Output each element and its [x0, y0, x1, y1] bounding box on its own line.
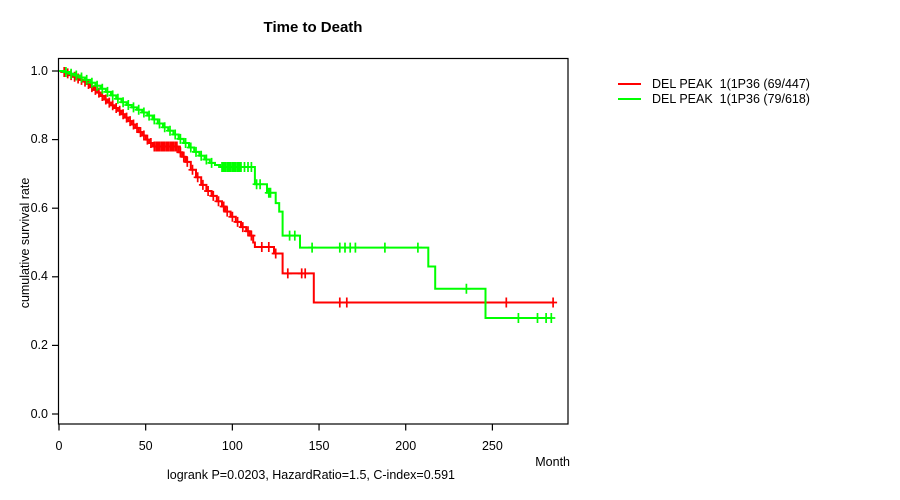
y-tick-label-4: 0.8	[30, 132, 48, 147]
y-axis-title: cumulative survival rate	[18, 177, 32, 309]
censor-marks-1	[61, 67, 556, 323]
statistics-annotation: logrank P=0.0203, HazardRatio=1.5, C-ind…	[166, 468, 456, 482]
x-axis-title: Month	[535, 455, 570, 469]
legend-label: DEL PEAK 1(1P36 (69/447)	[652, 77, 810, 91]
y-tick-label-1: 0.2	[30, 337, 48, 352]
y-tick-label-2: 0.4	[30, 269, 48, 284]
legend-item-0: DEL PEAK 1(1P36 (69/447)	[618, 77, 810, 92]
censor-marks-0	[60, 67, 558, 308]
legend: DEL PEAK 1(1P36 (69/447) DEL PEAK 1(1P36 …	[618, 77, 810, 106]
y-tick-label-3: 0.6	[30, 200, 48, 215]
legend-item-1: DEL PEAK 1(1P36 (79/618)	[618, 92, 810, 107]
x-tick-label-5: 250	[481, 439, 503, 453]
legend-line-icon	[618, 83, 641, 86]
x-tick-label-0: 0	[55, 439, 63, 453]
x-tick-label-2: 100	[221, 439, 243, 453]
y-tick-label-5: 1.0	[30, 63, 48, 78]
plot-box	[57, 57, 569, 425]
legend-label: DEL PEAK 1(1P36 (79/618)	[652, 91, 810, 106]
x-tick-label-4: 200	[395, 439, 417, 453]
legend-line-icon	[618, 97, 641, 100]
y-tick-label-0: 0.0	[30, 406, 48, 421]
x-tick-label-1: 50	[138, 439, 153, 453]
x-tick-label-3: 150	[308, 439, 330, 453]
chart-title: Time to Death	[263, 19, 363, 36]
